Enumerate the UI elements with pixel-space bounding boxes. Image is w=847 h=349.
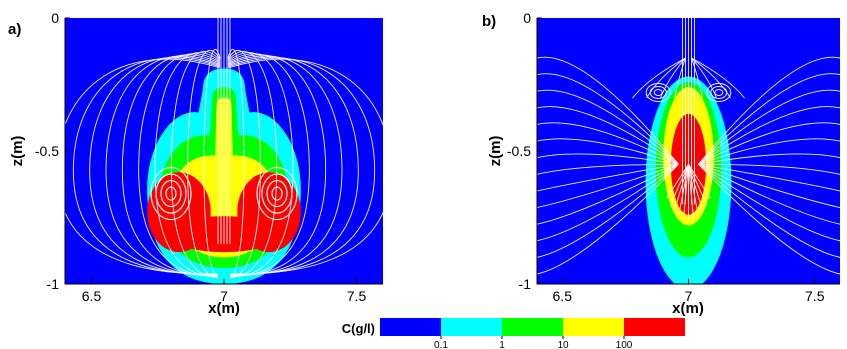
panel-b-vortex-ring: [710, 85, 728, 99]
legend-tick-label: 100: [616, 340, 633, 349]
panel-b-streamline-46: [683, 164, 689, 219]
panel-b-x-tick-label: 7.5: [805, 288, 825, 304]
panel-b-y-tick-label: 0: [523, 10, 531, 26]
panel-b-streamline-12: [537, 106, 679, 165]
panel-b-vortex-ring: [645, 82, 671, 102]
panel-a-xlabel: x(m): [208, 300, 240, 317]
panel-b-streamline-51: [688, 164, 708, 206]
legend-title: C(g/l): [342, 321, 375, 336]
panel-a-y-tick-label: 0: [51, 10, 59, 26]
panel-a: 6.5 7 7.5 0 -0.5 -1 a) x(m) z(m): [8, 10, 383, 317]
panel-b-x-tick-label: 6.5: [553, 288, 573, 304]
panel-b-streamline-37: [632, 57, 686, 99]
panel-b-streamline-6: [537, 56, 679, 165]
panel-b-streamline-17: [698, 138, 840, 165]
panel-b-streamline-48: [688, 164, 694, 219]
panel-b-vortex-ring: [706, 82, 732, 102]
legend-bin-4: [563, 318, 624, 336]
legend-tick-label: 0.1: [434, 340, 448, 349]
panel-b-streamline-31: [698, 163, 840, 258]
panel-a-y-tick-label: -1: [47, 276, 60, 292]
legend-tick-label: 10: [557, 340, 569, 349]
panel-a-y-tick-label: -0.5: [35, 143, 59, 159]
legend-tick-labels: 0.1 1 10 100: [434, 336, 633, 349]
panel-b-streamline-52: [688, 164, 711, 199]
panel-b-y-tick-label: -1: [519, 276, 532, 292]
panel-a-axes: 6.5 7 7.5 0 -0.5 -1: [35, 10, 383, 304]
legend-bin-2: [441, 318, 502, 336]
panel-a-vortex-ring: [160, 179, 182, 208]
panel-b-streamline-27: [698, 163, 840, 225]
panel-b-streamline-20: [537, 163, 679, 175]
legend-bin-5: [624, 318, 685, 336]
panel-b-streamline-43: [669, 164, 689, 206]
panel-b-y-tick-label: -0.5: [507, 143, 531, 159]
panel-b-streamline-40: [691, 57, 731, 99]
panel-a-x-tick-label: 6.5: [82, 288, 102, 304]
panel-b-label: b): [482, 13, 496, 30]
panel-b-streamline-38: [691, 57, 703, 99]
panel-a-streamlines: [65, 18, 383, 279]
panel-b-streamline-29: [698, 163, 840, 242]
panel-a-vortex-ring: [155, 173, 187, 214]
panel-b-x-tick-label: 7: [685, 288, 693, 304]
panel-b-streamline-8: [537, 73, 679, 165]
panel-b-streamline-18: [537, 153, 679, 165]
panel-b-xlabel: x(m): [672, 300, 704, 317]
legend-color-bins: [380, 318, 685, 336]
panel-b-streamline-16: [537, 138, 679, 165]
panel-b-vortex-ring: [714, 88, 724, 96]
panel-a-streamline-24: [65, 58, 221, 275]
panel-b-streamline-11: [698, 89, 840, 165]
panel-a-vortex-ring: [266, 179, 288, 208]
panel-b-streamline-33: [698, 163, 840, 275]
panel-b-streamline-41: [691, 57, 745, 99]
panel-a-vortex-ring: [150, 166, 192, 221]
panel-a-ylabel: z(m): [9, 136, 26, 167]
panel-b-vortex-ring: [653, 88, 663, 96]
panel-b-streamline-28: [537, 163, 679, 242]
panel-b-streamline-25: [698, 163, 840, 208]
legend-bin-1: [380, 318, 441, 336]
panel-b-streamline-36: [646, 57, 686, 99]
panel-b-streamline-30: [537, 163, 679, 258]
panel-b-streamline-49: [688, 164, 699, 216]
panel-b-streamline-14: [537, 122, 679, 165]
panel-b-streamline-26: [537, 163, 679, 225]
panel-a-x-tick-label: 7.5: [347, 288, 367, 304]
panel-b-ylabel: z(m): [487, 136, 504, 167]
panel-b-vortex-ring: [649, 85, 667, 99]
panel-b-streamline-21: [698, 163, 840, 175]
panel-b-streamline-13: [698, 106, 840, 165]
panel-b-streamline-34: [674, 57, 686, 99]
legend: C(g/l) 0.1 1 10 100: [342, 318, 685, 349]
panel-b-streamline-42: [666, 164, 689, 199]
panel-b-streamlines: [537, 18, 840, 275]
panel-a-vortex-ring: [261, 173, 293, 214]
panel-b-streamline-44: [673, 164, 689, 212]
panel-a-vortex-ring: [165, 186, 177, 201]
legend-tick-label: 1: [499, 340, 505, 349]
panel-b-streamline-9: [698, 73, 840, 165]
panel-b-streamline-23: [698, 163, 840, 192]
panel-a-streamline-25: [227, 58, 383, 275]
panel-a-x-tick-label: 7: [220, 288, 228, 304]
legend-bin-3: [502, 318, 563, 336]
panel-b-axes: 6.5 7 7.5 0 -0.5 -1: [507, 10, 840, 304]
panel-b: 6.5 7 7.5 0 -0.5 -1 b) x(m) z(m): [482, 10, 840, 317]
panel-a-vortex-ring: [271, 186, 283, 201]
panel-b-streamline-22: [537, 163, 679, 192]
panel-b-streamline-45: [678, 164, 689, 216]
panel-b-streamline-10: [537, 89, 679, 165]
panel-b-streamline-24: [537, 163, 679, 208]
panel-b-streamline-32: [537, 163, 679, 275]
panel-b-streamline-50: [688, 164, 704, 212]
panel-a-vortex-ring: [256, 166, 298, 221]
panel-b-streamline-19: [698, 153, 840, 165]
panel-b-streamline-7: [698, 56, 840, 165]
panel-b-streamline-15: [698, 122, 840, 165]
panel-a-label: a): [8, 21, 21, 38]
